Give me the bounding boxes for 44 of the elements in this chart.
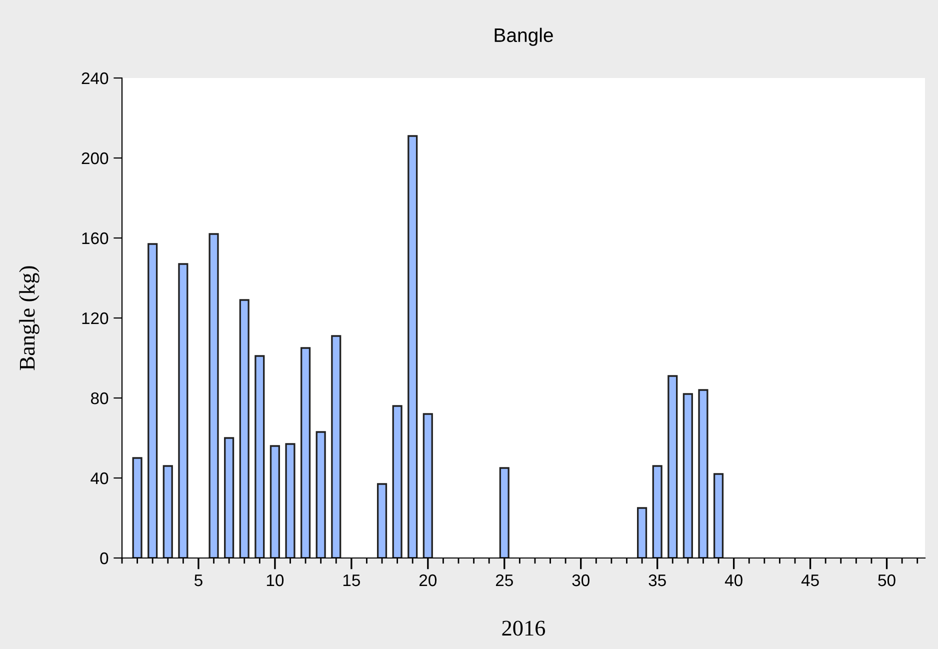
bar <box>132 457 142 558</box>
x-tick-label: 5 <box>194 574 202 586</box>
y-tick-label: 40 <box>90 472 108 484</box>
bar <box>636 507 648 558</box>
chart-title: Bangle <box>494 28 553 46</box>
y-tick-label: 80 <box>90 392 108 404</box>
x-tick-label: 10 <box>266 574 284 586</box>
bar <box>224 437 234 558</box>
bar <box>682 393 693 558</box>
bar <box>408 135 418 558</box>
x-tick-label: 25 <box>496 574 513 586</box>
bar <box>376 483 388 558</box>
x-tick-label: 20 <box>419 574 437 586</box>
bar <box>392 405 402 558</box>
bar <box>652 465 662 558</box>
x-tick-label: 50 <box>878 574 896 586</box>
bar <box>499 467 510 558</box>
y-tick-label: 0 <box>100 552 108 564</box>
bar <box>270 445 280 558</box>
x-tick-label: 45 <box>801 574 819 586</box>
bar <box>239 299 250 558</box>
bar <box>254 355 265 558</box>
x-tick-label: 40 <box>724 574 742 586</box>
x-tick-label: 35 <box>648 574 666 586</box>
bar <box>178 263 188 558</box>
bar <box>713 473 724 558</box>
y-tick-label: 120 <box>82 312 108 324</box>
bar <box>316 431 326 558</box>
bar <box>162 465 173 558</box>
y-tick-label: 200 <box>82 152 108 164</box>
y-tick-label: 240 <box>82 72 108 84</box>
bar <box>285 443 296 558</box>
x-tick-label: 30 <box>572 574 590 586</box>
y-axis-title: Bangle (kg) <box>19 266 40 370</box>
bar <box>422 413 433 558</box>
x-axis-title: 2016 <box>502 620 546 636</box>
bar <box>208 233 219 558</box>
bar <box>698 389 708 558</box>
y-tick-label: 160 <box>82 232 108 244</box>
bar <box>668 375 678 558</box>
bar <box>331 335 342 558</box>
bar <box>148 243 158 558</box>
bar <box>300 347 311 558</box>
x-tick-label: 15 <box>343 574 360 586</box>
